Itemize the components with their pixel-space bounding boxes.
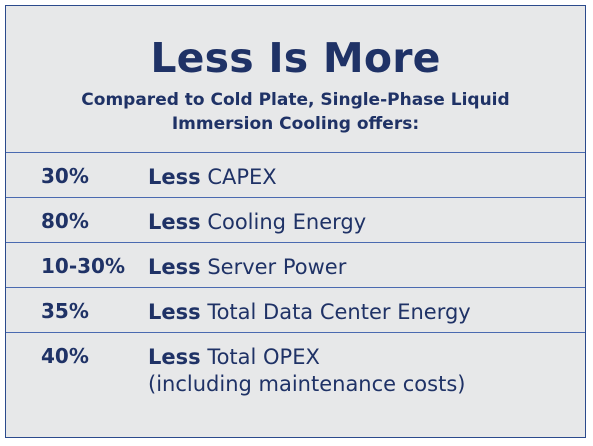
benefit-less-word: Less <box>148 210 201 234</box>
benefit-label: Cooling Energy <box>207 210 367 234</box>
benefit-less-word: Less <box>148 345 201 369</box>
benefit-description: Less Server Power <box>148 254 346 281</box>
benefit-percent: 10-30% <box>41 254 126 278</box>
benefit-row-server-power: 10-30% Less Server Power <box>6 242 585 287</box>
subtitle-line-1: Compared to Cold Plate, Single-Phase Liq… <box>81 90 510 110</box>
benefit-less-word: Less <box>148 300 201 324</box>
benefit-row-cooling-energy: 80% Less Cooling Energy <box>6 197 585 242</box>
benefit-less-word: Less <box>148 165 201 189</box>
benefit-description: Less CAPEX <box>148 164 277 191</box>
benefit-note: (including maintenance costs) <box>148 372 466 396</box>
benefit-less-word: Less <box>148 255 201 279</box>
subtitle-line-2: Immersion Cooling offers: <box>171 114 420 134</box>
benefit-row-data-center-energy: 35% Less Total Data Center Energy <box>6 287 585 332</box>
benefit-row-opex: 40% Less Total OPEX (including maintenan… <box>6 332 585 428</box>
benefit-percent: 40% <box>41 344 89 368</box>
card-subtitle: Compared to Cold Plate, Single-Phase Liq… <box>6 88 585 136</box>
card-title: Less Is More <box>150 34 441 82</box>
benefit-percent: 80% <box>41 209 89 233</box>
comparison-card: Less Is More Compared to Cold Plate, Sin… <box>5 5 586 438</box>
benefit-description: Less Cooling Energy <box>148 209 366 236</box>
benefit-label: CAPEX <box>207 165 277 189</box>
benefit-label: Total Data Center Energy <box>207 300 471 324</box>
benefit-label: Server Power <box>207 255 347 279</box>
benefit-label: Total OPEX <box>207 345 320 369</box>
benefit-description: Less Total Data Center Energy <box>148 299 471 326</box>
benefit-description: Less Total OPEX (including maintenance c… <box>148 344 465 398</box>
benefit-percent: 30% <box>41 164 89 188</box>
benefits-list: 30% Less CAPEX 80% Less Cooling Energy 1… <box>6 152 585 428</box>
benefit-percent: 35% <box>41 299 89 323</box>
benefit-row-capex: 30% Less CAPEX <box>6 152 585 197</box>
